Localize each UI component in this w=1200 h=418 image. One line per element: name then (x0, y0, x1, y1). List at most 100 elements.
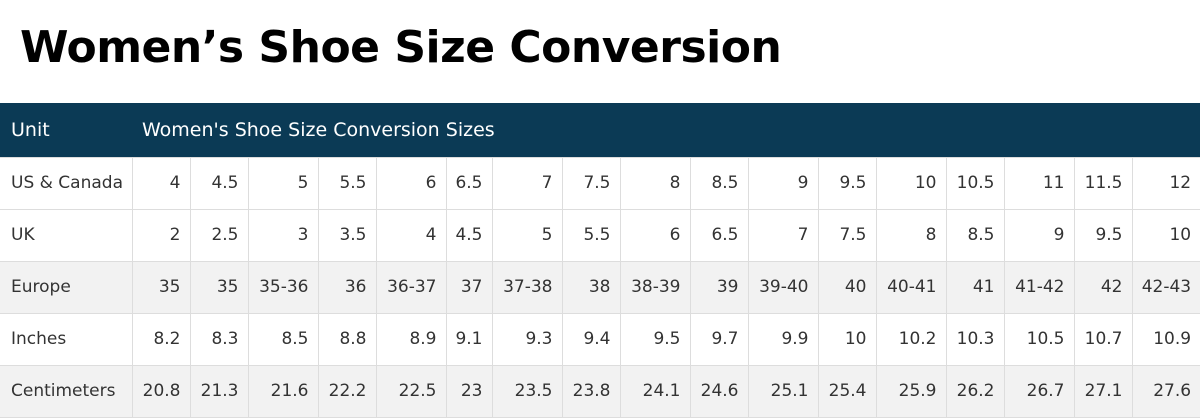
size-cell: 9.1 (445, 312, 493, 366)
table-header: Unit Women's Shoe Size Conversion Sizes (0, 103, 1200, 157)
size-cell: 40-41 (875, 260, 947, 314)
size-cell: 9 (747, 156, 819, 210)
size-cell: 12 (1131, 156, 1200, 210)
size-cell: 10.5 (945, 156, 1005, 210)
table-row: Centimeters 20.8 21.3 21.6 22.2 22.5 23 23.5 23.… (0, 364, 1200, 418)
size-cell: 41-42 (1003, 260, 1075, 314)
size-cell: 8.3 (189, 312, 249, 366)
size-cell: 35-36 (247, 260, 319, 314)
size-cell: 26.7 (1003, 364, 1075, 418)
size-cell: 27.1 (1073, 364, 1133, 418)
size-cell: 10.2 (875, 312, 947, 366)
size-cell: 24.1 (619, 364, 691, 418)
size-cell: 38 (561, 260, 621, 314)
header-cell: Women's Shoe Size Conversion Sizes (142, 118, 495, 141)
size-cell: 10.9 (1131, 312, 1200, 366)
size-cell: 23.5 (491, 364, 563, 418)
size-cell: 5 (247, 156, 319, 210)
size-cell: 4 (375, 208, 447, 262)
size-cell: 8 (619, 156, 691, 210)
size-cell: 6 (375, 156, 447, 210)
size-cell: 40 (817, 260, 877, 314)
row-label: Inches (0, 312, 133, 366)
size-cell: 11 (1003, 156, 1075, 210)
size-cell: 10 (817, 312, 877, 366)
page-title: Women’s Shoe Size Conversion (20, 22, 782, 73)
size-cell: 4.5 (445, 208, 493, 262)
size-cell: 4 (131, 156, 191, 210)
header-cell: Unit (11, 118, 50, 141)
size-cell: 10.3 (945, 312, 1005, 366)
size-cell: 42-43 (1131, 260, 1200, 314)
size-cell: 7.5 (561, 156, 621, 210)
size-cell: 8 (875, 208, 947, 262)
table-row: Europe 35 35 35-36 36 36-37 37 37-38 38 38-39 39 39… (0, 260, 1200, 314)
size-cell: 2 (131, 208, 191, 262)
size-cell: 25.9 (875, 364, 947, 418)
table-row: Inches 8.2 8.3 8.5 8.8 8.9 9.1 9.3 9.4 9.5 9.7 9.9 1… (0, 312, 1200, 366)
size-cell: 5 (491, 208, 563, 262)
size-cell: 22.2 (317, 364, 377, 418)
table-body: US & Canada 4 4.5 5 5.5 6 6.5 7 7.5 8 8.5 9 9.5 10 10.… (0, 156, 1200, 418)
size-cell: 23.8 (561, 364, 621, 418)
size-cell: 4.5 (189, 156, 249, 210)
size-cell: 9.3 (491, 312, 563, 366)
size-cell: 10.5 (1003, 312, 1075, 366)
size-cell: 22.5 (375, 364, 447, 418)
size-cell: 6.5 (689, 208, 749, 262)
size-cell: 10.7 (1073, 312, 1133, 366)
size-cell: 9.5 (817, 156, 877, 210)
size-cell: 8.8 (317, 312, 377, 366)
size-cell: 6.5 (445, 156, 493, 210)
size-cell: 10 (1131, 208, 1200, 262)
size-cell: 8.9 (375, 312, 447, 366)
row-label: Centimeters (0, 364, 133, 418)
size-cell: 9.5 (1073, 208, 1133, 262)
table-row: UK 2 2.5 3 3.5 4 4.5 5 5.5 6 6.5 7 7.5 8 8.5 9 9.5 10 (0, 208, 1200, 262)
size-cell: 7.5 (817, 208, 877, 262)
size-cell: 7 (747, 208, 819, 262)
size-cell: 25.4 (817, 364, 877, 418)
size-cell: 9.9 (747, 312, 819, 366)
size-cell: 36 (317, 260, 377, 314)
size-cell: 3.5 (317, 208, 377, 262)
size-cell: 27.6 (1131, 364, 1200, 418)
size-cell: 21.3 (189, 364, 249, 418)
size-cell: 3 (247, 208, 319, 262)
size-table: Unit Women's Shoe Size Conversion Sizes … (0, 103, 1200, 418)
size-cell: 9.4 (561, 312, 621, 366)
size-cell: 35 (131, 260, 191, 314)
size-cell: 24.6 (689, 364, 749, 418)
size-cell: 9.5 (619, 312, 691, 366)
size-cell: 6 (619, 208, 691, 262)
size-cell: 38-39 (619, 260, 691, 314)
row-label: Europe (0, 260, 133, 314)
size-cell: 7 (491, 156, 563, 210)
size-cell: 23 (445, 364, 493, 418)
size-cell: 42 (1073, 260, 1133, 314)
size-cell: 35 (189, 260, 249, 314)
size-cell: 39-40 (747, 260, 819, 314)
size-cell: 9.7 (689, 312, 749, 366)
table-row: US & Canada 4 4.5 5 5.5 6 6.5 7 7.5 8 8.5 9 9.5 10 10.… (0, 156, 1200, 210)
size-cell: 8.5 (247, 312, 319, 366)
size-cell: 37-38 (491, 260, 563, 314)
header-row: Unit Women's Shoe Size Conversion Sizes (0, 103, 1200, 157)
size-cell: 8.2 (131, 312, 191, 366)
row-label: US & Canada (0, 156, 133, 210)
size-cell: 2.5 (189, 208, 249, 262)
size-cell: 5.5 (317, 156, 377, 210)
size-cell: 36-37 (375, 260, 447, 314)
size-cell: 8.5 (945, 208, 1005, 262)
size-cell: 11.5 (1073, 156, 1133, 210)
size-cell: 39 (689, 260, 749, 314)
size-cell: 26.2 (945, 364, 1005, 418)
size-cell: 9 (1003, 208, 1075, 262)
size-cell: 5.5 (561, 208, 621, 262)
size-cell: 25.1 (747, 364, 819, 418)
row-label: UK (0, 208, 133, 262)
size-cell: 8.5 (689, 156, 749, 210)
size-cell: 41 (945, 260, 1005, 314)
size-cell: 37 (445, 260, 493, 314)
